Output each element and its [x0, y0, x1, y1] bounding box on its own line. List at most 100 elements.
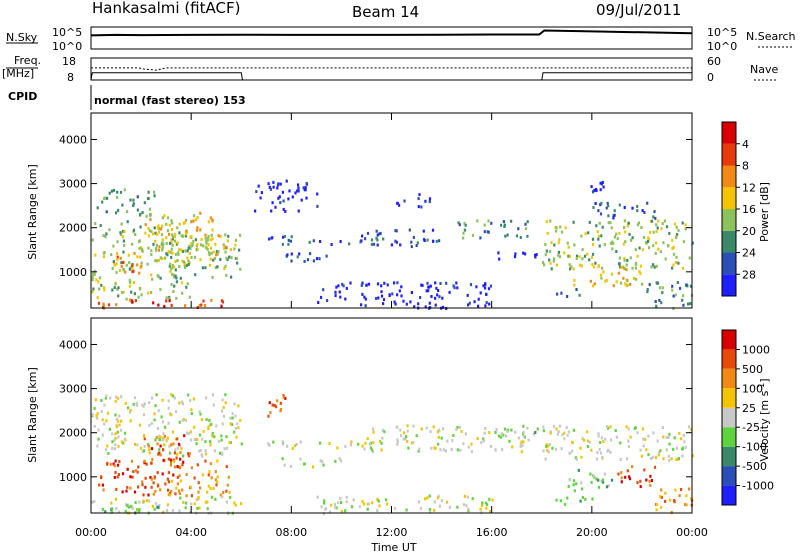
scatter-cell	[502, 433, 505, 437]
scatter-cell	[215, 480, 219, 484]
scatter-cell	[423, 239, 426, 242]
scatter-cell	[520, 440, 523, 444]
scatter-cell	[166, 229, 169, 233]
scatter-cell	[233, 501, 236, 505]
scatter-cell	[302, 186, 305, 190]
velocity-colorbar-label-sup: -1	[757, 383, 766, 391]
scatter-cell	[187, 263, 190, 266]
scatter-cell	[337, 284, 340, 288]
scatter-cell	[361, 499, 364, 503]
scatter-cell	[439, 448, 442, 452]
scatter-cell	[120, 440, 123, 444]
scatter-cell	[222, 414, 226, 418]
scatter-cell	[91, 500, 94, 504]
scatter-cell	[382, 237, 385, 241]
scatter-cell	[282, 207, 285, 211]
scatter-cell	[665, 435, 668, 439]
scatter-cell	[671, 238, 674, 242]
scatter-cell	[504, 427, 507, 431]
scatter-cell	[181, 418, 184, 422]
power-colorbar-label: Power [dB]	[758, 182, 771, 242]
scatter-cell	[482, 437, 485, 441]
scatter-cell	[589, 279, 592, 283]
scatter-cell	[190, 408, 193, 412]
scatter-cell	[92, 287, 95, 291]
scatter-cell	[371, 501, 374, 505]
scatter-cell	[166, 503, 169, 507]
scatter-cell	[465, 504, 468, 508]
scatter-cell	[639, 485, 642, 489]
scatter-cell	[93, 272, 96, 276]
scatter-cell	[189, 430, 192, 434]
scatter-cell	[457, 221, 460, 225]
scatter-cell	[583, 438, 586, 442]
scatter-cell	[477, 297, 480, 301]
scatter-cell	[668, 442, 671, 446]
scatter-cell	[511, 445, 514, 449]
scatter-cell	[146, 499, 149, 503]
scatter-cell	[488, 302, 491, 306]
scatter-cell	[380, 441, 383, 445]
scatter-cell	[372, 242, 375, 246]
scatter-cell	[163, 214, 166, 218]
scatter-cell	[601, 225, 604, 229]
scatter-cell	[599, 273, 602, 277]
scatter-cell	[171, 264, 174, 268]
scatter-cell	[421, 283, 424, 287]
scatter-cell	[174, 252, 178, 256]
scatter-cell	[613, 235, 616, 239]
scatter-cell	[671, 247, 674, 250]
scatter-cell	[404, 437, 407, 441]
scatter-cell	[96, 296, 99, 300]
scatter-cell	[291, 195, 294, 199]
scatter-cell	[176, 259, 179, 262]
scatter-cell	[550, 241, 553, 245]
scatter-cell	[527, 438, 530, 442]
scatter-cell	[675, 225, 678, 229]
date-title: 09/Jul/2011	[596, 1, 681, 19]
scatter-cell	[595, 224, 598, 228]
scatter-cell	[215, 253, 218, 257]
scatter-cell	[113, 286, 116, 290]
scatter-cell	[560, 291, 563, 295]
scatter-cell	[153, 226, 156, 230]
scatter-cell	[189, 398, 192, 402]
scatter-cell	[647, 237, 650, 241]
scatter-cell	[150, 421, 153, 425]
scatter-cell	[588, 440, 591, 444]
scatter-cell	[572, 483, 575, 487]
scatter-cell	[116, 475, 119, 479]
scatter-cell	[656, 503, 659, 506]
scatter-cell	[184, 506, 187, 510]
scatter-cell	[592, 474, 595, 478]
scatter-cell	[485, 506, 488, 510]
scatter-cell	[205, 452, 208, 456]
scatter-cell	[117, 286, 120, 290]
scatter-cell	[672, 263, 675, 267]
scatter-cell	[170, 393, 173, 397]
scatter-cell	[101, 507, 104, 511]
scatter-cell	[142, 404, 145, 408]
scatter-cell	[319, 459, 322, 463]
scatter-cell	[400, 434, 403, 437]
scatter-cell	[180, 447, 183, 451]
scatter-cell	[182, 454, 185, 458]
scatter-cell	[234, 243, 237, 247]
scatter-cell	[578, 263, 582, 267]
scatter-cell	[176, 465, 179, 468]
scatter-cell	[435, 239, 438, 243]
scatter-cell	[182, 460, 185, 464]
scatter-cell	[660, 505, 663, 509]
scatter-cell	[442, 427, 445, 431]
scatter-cell	[555, 498, 558, 502]
scatter-cell	[204, 449, 207, 453]
scatter-cell	[348, 242, 351, 246]
scatter-cell	[634, 426, 637, 430]
scatter-cell	[190, 242, 193, 246]
scatter-cell	[165, 296, 168, 300]
scatter-cell	[683, 440, 686, 444]
scatter-cell	[169, 250, 172, 254]
velocity-colorbar-label-end: ]	[758, 378, 771, 382]
scatter-cell	[224, 250, 227, 254]
scatter-cell	[652, 263, 655, 267]
